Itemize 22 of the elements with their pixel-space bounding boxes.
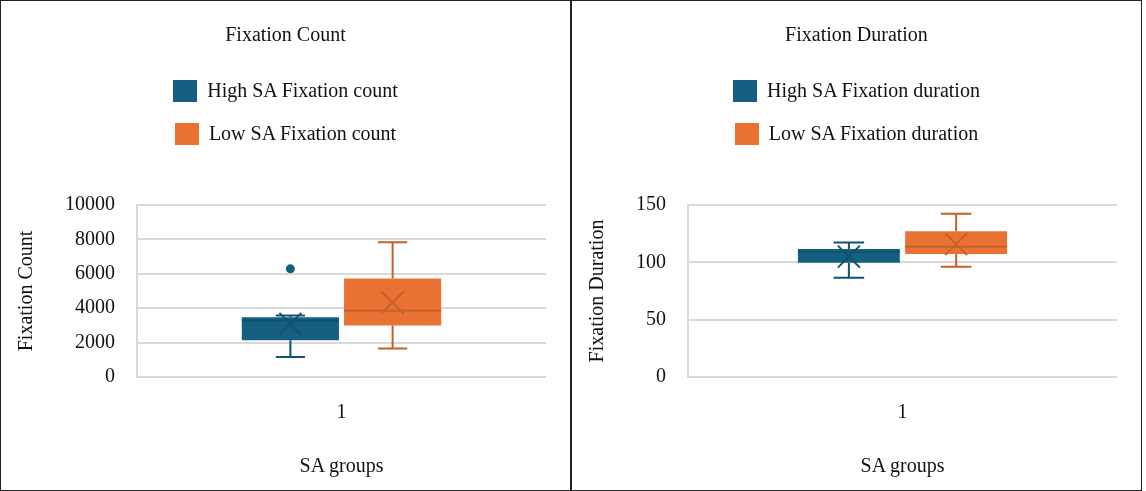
y-tick-label: 4000 [75, 295, 115, 318]
y-tick-label: 8000 [75, 226, 115, 249]
y-tick-label: 50 [646, 306, 666, 329]
y-tick-label: 150 [636, 192, 666, 215]
x-tick-label: 1 [897, 400, 908, 423]
y-tick-label: 0 [656, 364, 666, 387]
legend-label: High SA Fixation duration [767, 79, 980, 102]
x-axis-title: SA groups [299, 454, 384, 478]
legend-label: High SA Fixation count [207, 79, 398, 102]
x-axis-title: SA groups [860, 454, 945, 478]
y-tick-label: 6000 [75, 261, 115, 284]
chart-title: Fixation Duration [784, 23, 929, 46]
x-tick-label: 1 [336, 400, 347, 423]
legend-label: Low SA Fixation count [208, 122, 397, 145]
chart-title: Fixation Count [224, 23, 347, 46]
y-tick-label: 0 [105, 364, 115, 387]
y-tick-label: 2000 [75, 329, 115, 352]
y-tick-label: 10000 [65, 192, 115, 215]
y-axis-title: Fixation Duration [585, 219, 608, 363]
y-tick-label: 100 [636, 249, 666, 272]
y-axis-title: Fixation Count [14, 230, 37, 352]
legend-label: Low SA Fixation duration [768, 122, 979, 145]
